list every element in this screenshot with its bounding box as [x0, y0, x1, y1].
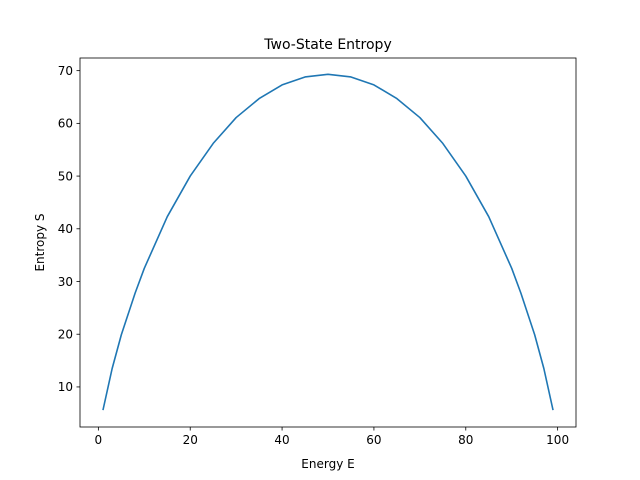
plot-area: [79, 57, 577, 428]
y-tick-label: 50: [58, 169, 73, 183]
x-tick-label: 20: [183, 433, 198, 447]
y-axis: 10 20 30 40 50 60 70: [58, 64, 80, 394]
axes-frame: [79, 57, 577, 428]
y-axis-label: Entropy S: [33, 213, 47, 271]
x-tick-label: 80: [458, 433, 473, 447]
y-tick-label: 60: [58, 117, 73, 131]
x-tick-label: 40: [274, 433, 289, 447]
y-tick-label: 40: [58, 222, 73, 236]
x-axis: 0 20 40 60 80 100: [95, 427, 569, 447]
y-tick-label: 20: [58, 328, 73, 342]
y-tick-label: 10: [58, 380, 73, 394]
x-axis-label: Energy E: [301, 457, 354, 471]
chart-title: Two-State Entropy: [263, 37, 391, 53]
y-tick-label: 70: [58, 64, 73, 78]
x-tick-label: 0: [95, 433, 103, 447]
x-tick-label: 100: [546, 433, 569, 447]
series-line-entropy: [102, 73, 554, 411]
y-tick-label: 30: [58, 275, 73, 289]
x-tick-label: 60: [366, 433, 381, 447]
